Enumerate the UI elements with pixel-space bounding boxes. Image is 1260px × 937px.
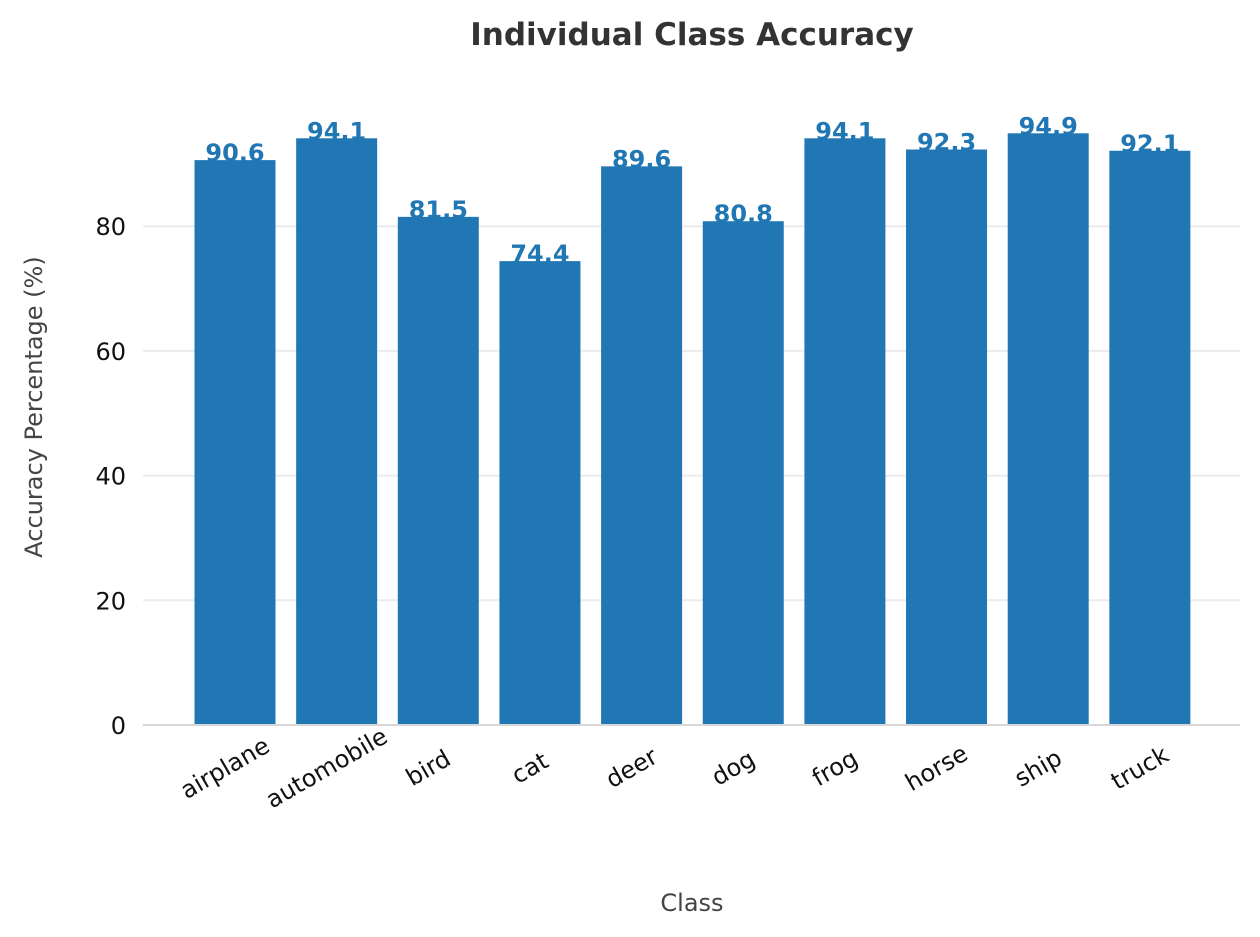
x-tick-label: cat — [507, 747, 553, 790]
y-tick-label: 40 — [95, 463, 126, 491]
y-axis-label: Accuracy Percentage (%) — [20, 256, 48, 557]
y-tick-label: 60 — [95, 338, 126, 366]
x-tick-label: automobile — [261, 722, 392, 814]
bar-ship — [1007, 133, 1089, 726]
bar-automobile — [296, 138, 378, 725]
bars — [194, 133, 1191, 726]
x-tick-label: horse — [901, 739, 973, 797]
x-tick-label: airplane — [176, 731, 275, 804]
chart-title: Individual Class Accuracy — [470, 17, 913, 53]
x-tick-label: bird — [401, 744, 455, 792]
data-label: 89.6 — [612, 145, 671, 173]
x-axis-label: Class — [660, 889, 723, 917]
y-tick-label: 0 — [111, 712, 126, 740]
x-tick-label: frog — [807, 744, 862, 792]
x-tick-label: deer — [601, 742, 662, 794]
bar-airplane — [194, 160, 276, 726]
bar-deer — [601, 166, 683, 726]
data-label: 90.6 — [205, 139, 264, 167]
bar-horse — [906, 149, 988, 725]
data-label: 94.1 — [815, 117, 874, 145]
data-label: 92.1 — [1120, 130, 1179, 158]
x-tick-label: truck — [1106, 741, 1173, 796]
data-label: 81.5 — [409, 196, 468, 224]
bar-cat — [499, 261, 581, 725]
data-labels: 90.6 94.1 81.5 74.4 89.6 80.8 94.1 92.3 94.9 92.1 — [205, 112, 1179, 268]
data-label: 94.1 — [307, 117, 366, 145]
data-label: 80.8 — [714, 200, 773, 228]
y-tick-labels: 0 20 40 60 80 — [95, 213, 126, 740]
bar-dog — [702, 221, 784, 726]
data-label: 94.9 — [1019, 112, 1078, 140]
data-label: 92.3 — [917, 129, 976, 157]
data-label: 74.4 — [510, 240, 569, 268]
y-tick-label: 20 — [95, 587, 126, 615]
y-tick-label: 80 — [95, 213, 126, 241]
x-tick-label: dog — [707, 745, 760, 792]
x-tick-label: ship — [1010, 744, 1067, 793]
bar-frog — [804, 138, 886, 725]
bar-bird — [397, 216, 479, 725]
bar-truck — [1109, 150, 1191, 725]
